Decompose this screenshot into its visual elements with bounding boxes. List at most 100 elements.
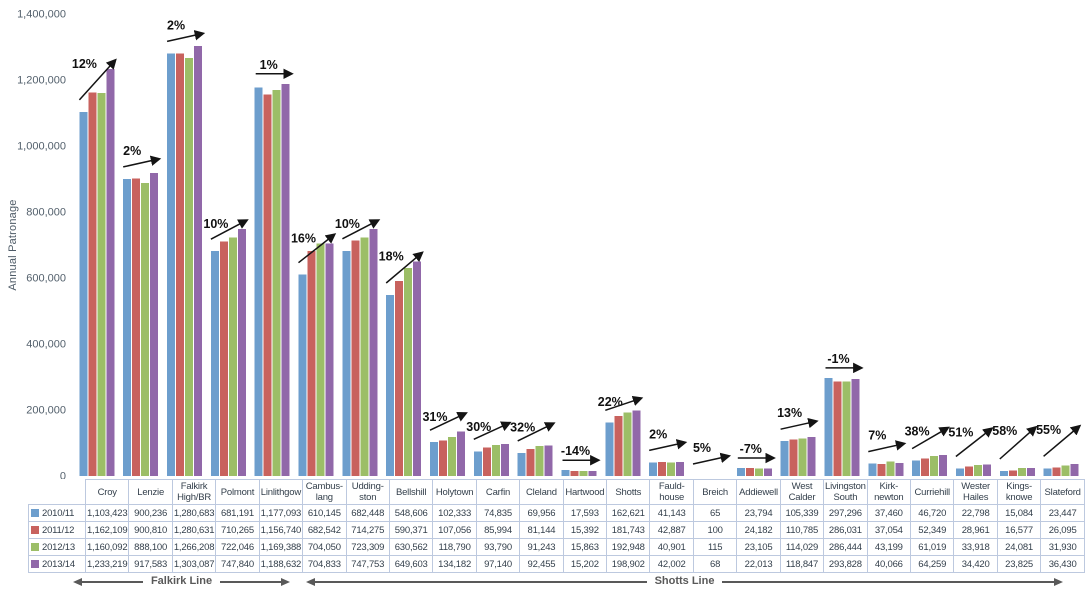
trend-percent-label: 51% [948, 425, 973, 439]
bar [194, 46, 203, 476]
trend-arrow [780, 417, 819, 430]
station-header: Hartwood [562, 479, 608, 505]
bar [842, 381, 851, 476]
table-cell: 192,948 [606, 538, 651, 556]
table-cell: 85,994 [475, 521, 521, 539]
trend-percent-label: 2% [167, 18, 185, 32]
table-cell: 610,145 [302, 504, 347, 522]
arrowhead-left-icon [306, 578, 315, 586]
table-cell: 41,143 [649, 504, 694, 522]
table-cell: 747,753 [345, 555, 390, 573]
trend-arrow [342, 219, 381, 240]
y-axis-tick-label: 600,000 [26, 273, 66, 285]
table-cell: 114,029 [779, 538, 825, 556]
bar [491, 445, 500, 476]
table-cell: 37,460 [866, 504, 912, 522]
bar [824, 377, 833, 476]
trend-percent-label: 2% [123, 144, 141, 158]
line-group-label: Shotts Line [654, 575, 715, 587]
table-cell: 681,191 [215, 504, 260, 522]
bar [745, 468, 754, 476]
station-header: Cambus- lang [302, 479, 347, 505]
trend-arrow [166, 30, 206, 43]
table-cell: 93,790 [475, 538, 521, 556]
table-cell: 24,081 [996, 538, 1042, 556]
table-cell: 52,349 [910, 521, 955, 539]
line-group-labels: Falkirk Line Shotts Line [0, 572, 1089, 594]
trend-percent-label: 58% [992, 424, 1017, 438]
trend-arrow [999, 425, 1038, 460]
bar [912, 460, 921, 476]
table-cell: 31,930 [1040, 538, 1085, 556]
trend-arrow [123, 155, 162, 168]
table-cell: 198,902 [606, 555, 651, 573]
table-cell: 23,794 [736, 504, 781, 522]
bar [763, 468, 772, 476]
bar [97, 93, 106, 476]
station-header: Falkirk High/BR [171, 479, 217, 505]
bar [535, 445, 544, 476]
table-cell: 286,031 [823, 521, 868, 539]
trend-arrow [517, 422, 556, 442]
table-cell: 293,828 [823, 555, 868, 573]
trend-annotations-layer: 12% 2% 2% 10% 1% 16% 10% 18% 31% 30% 32% -14% 22% 2% 5… [72, 18, 1082, 466]
trend-arrow [692, 452, 732, 465]
year-row-label: 2013/14 [28, 555, 86, 573]
station-header: Holytown [432, 479, 477, 505]
bar [457, 431, 465, 476]
table-cell: 28,961 [953, 521, 998, 539]
table-cell: 102,333 [432, 504, 477, 522]
station-header: Curriehill [910, 479, 955, 505]
bar [298, 274, 307, 476]
table-cell: 97,140 [475, 555, 521, 573]
table-cell: 69,956 [519, 504, 564, 522]
trend-percent-label: 5% [693, 441, 711, 455]
table-cell: 181,743 [606, 521, 651, 539]
station-header: Croy [84, 479, 130, 505]
bar [877, 463, 886, 476]
bar [921, 458, 930, 476]
bar [588, 471, 597, 476]
table-cell: 92,455 [519, 555, 564, 573]
table-cell: 704,833 [302, 555, 347, 573]
y-axis-tick-label: 0 [60, 471, 66, 483]
table-cell: 118,847 [779, 555, 825, 573]
station-header: Slateford [1040, 479, 1085, 505]
arrowhead-right-icon [1054, 578, 1064, 586]
trend-percent-label: 10% [335, 217, 360, 231]
table-cell: 1,233,219 [84, 555, 130, 573]
trend-percent-label: 18% [379, 250, 404, 264]
trend-arrow [78, 58, 117, 101]
bar [132, 178, 141, 476]
bar [1008, 470, 1017, 476]
group-line [315, 581, 647, 583]
table-cell: 888,100 [128, 538, 173, 556]
bar [263, 94, 272, 477]
y-axis-tick-label: 400,000 [26, 339, 66, 351]
bar [544, 445, 553, 476]
group-line [220, 581, 282, 583]
station-header: Wester Hailes [953, 479, 998, 505]
station-header: Udding- ston [345, 479, 390, 505]
station-header: Lenzie [128, 479, 173, 505]
table-cell: 36,430 [1040, 555, 1085, 573]
table-cell: 900,236 [128, 504, 173, 522]
table-cell: 33,918 [953, 538, 998, 556]
table-cell: 61,019 [910, 538, 955, 556]
table-row: 2011/12 1,162,109 900,810 1,280,631 710,265 1… [28, 521, 1085, 539]
table-cell: 81,144 [519, 521, 564, 539]
table-cell: 747,840 [215, 555, 260, 573]
bar [517, 452, 526, 476]
table-cell: 107,056 [432, 521, 477, 539]
trend-arrow [649, 439, 688, 452]
trend-annotation: 1% [255, 58, 294, 80]
table-cell: 162,621 [606, 504, 651, 522]
bar [106, 69, 115, 476]
bar [579, 470, 588, 476]
trend-percent-label: 55% [1036, 423, 1061, 437]
table-cell: 1,169,388 [258, 538, 304, 556]
y-axis-tick-label: 1,200,000 [17, 75, 66, 87]
trend-percent-label: 30% [466, 420, 491, 434]
table-cell: 1,103,423 [84, 504, 130, 522]
station-header: Kings- knowe [996, 479, 1042, 505]
